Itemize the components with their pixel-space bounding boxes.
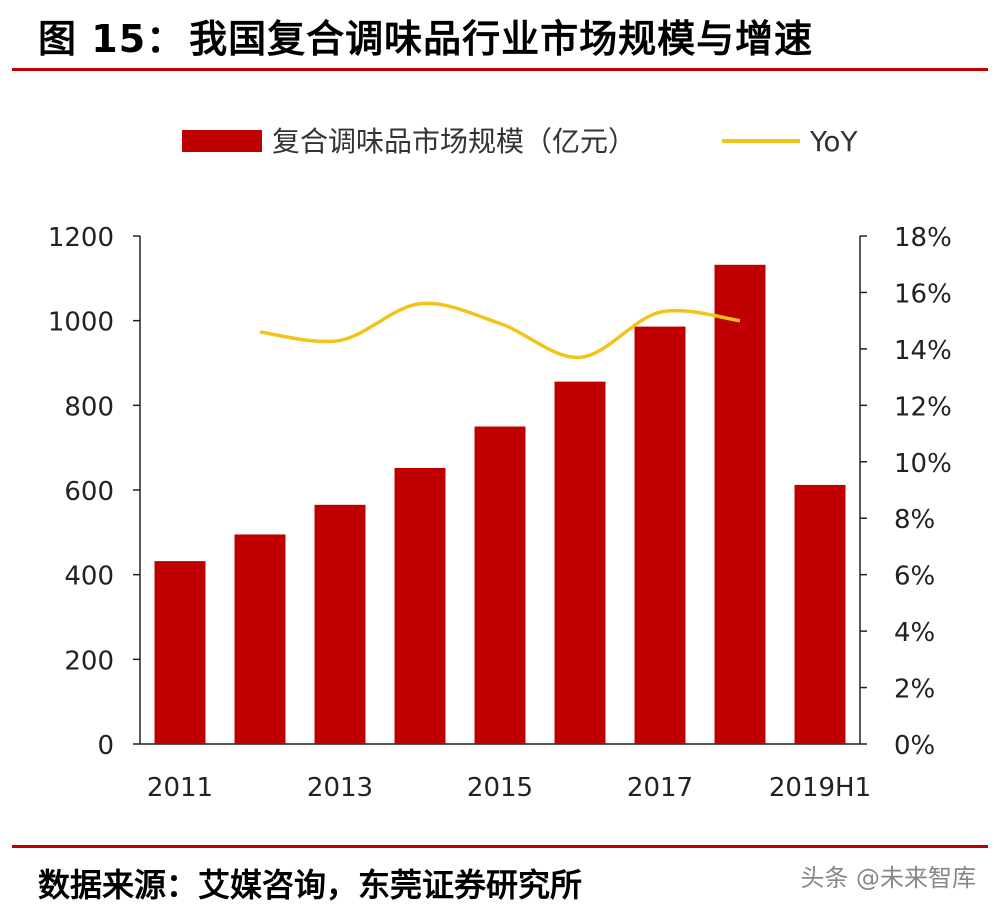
right-axis-tick-label: 12% bbox=[894, 392, 952, 422]
legend-bar-label: 复合调味品市场规模（亿元） bbox=[272, 125, 636, 158]
bar bbox=[234, 534, 286, 744]
chart-title: 图 15： 我国复合调味品行业市场规模与增速 bbox=[38, 8, 813, 63]
left-axis-tick-label: 0 bbox=[97, 731, 114, 761]
x-axis-tick-label: 2013 bbox=[307, 773, 373, 803]
right-axis-tick-label: 18% bbox=[894, 223, 952, 253]
bar bbox=[634, 326, 686, 744]
bar bbox=[794, 484, 846, 744]
bar bbox=[554, 381, 606, 744]
x-axis-tick-label: 2019H1 bbox=[769, 773, 871, 803]
top-divider bbox=[12, 68, 988, 71]
right-axis-tick-label: 6% bbox=[894, 562, 935, 592]
right-axis-tick-label: 14% bbox=[894, 336, 952, 366]
bar bbox=[394, 467, 446, 744]
figure-number: 15： bbox=[91, 17, 186, 61]
left-axis-tick-label: 1000 bbox=[48, 308, 114, 338]
right-axis-tick-label: 2% bbox=[894, 675, 935, 705]
x-axis-tick-label: 2017 bbox=[627, 773, 693, 803]
watermark: 头条 @未来智库 bbox=[800, 864, 976, 892]
line-series bbox=[259, 301, 741, 360]
right-axis-tick-label: 10% bbox=[894, 449, 952, 479]
bottom-divider bbox=[12, 845, 988, 848]
left-axis-tick-label: 600 bbox=[64, 477, 114, 507]
yoy-line bbox=[259, 301, 741, 360]
legend: 复合调味品市场规模（亿元） YoY bbox=[182, 125, 859, 158]
figure-label: 图 bbox=[38, 17, 78, 61]
x-axis-tick-label: 2011 bbox=[147, 773, 213, 803]
bar bbox=[314, 504, 366, 744]
left-axis-tick-label: 1200 bbox=[48, 223, 114, 253]
bar bbox=[154, 561, 206, 744]
data-source: 数据来源：艾媒咨询，东莞证券研究所 bbox=[38, 866, 583, 904]
right-axis-tick-label: 8% bbox=[894, 505, 935, 535]
left-axis-tick-label: 200 bbox=[64, 646, 114, 676]
left-axis-tick-label: 800 bbox=[64, 392, 114, 422]
bar bbox=[474, 426, 526, 744]
legend-bar-swatch bbox=[182, 130, 262, 152]
right-axis-tick-label: 0% bbox=[894, 731, 935, 761]
axes: 0 200 400 600 800 1000 1200 0% 2% 4% 6% 8% 10% 12% 14%… bbox=[48, 223, 952, 803]
bar bbox=[714, 264, 766, 744]
right-axis-tick-label: 4% bbox=[894, 618, 935, 648]
bar-series bbox=[154, 264, 846, 744]
x-axis-tick-label: 2015 bbox=[467, 773, 533, 803]
left-axis-tick-label: 400 bbox=[64, 562, 114, 592]
legend-line-label: YoY bbox=[809, 125, 859, 158]
right-axis-tick-label: 16% bbox=[894, 279, 952, 309]
figure-title-text: 我国复合调味品行业市场规模与增速 bbox=[189, 17, 814, 61]
